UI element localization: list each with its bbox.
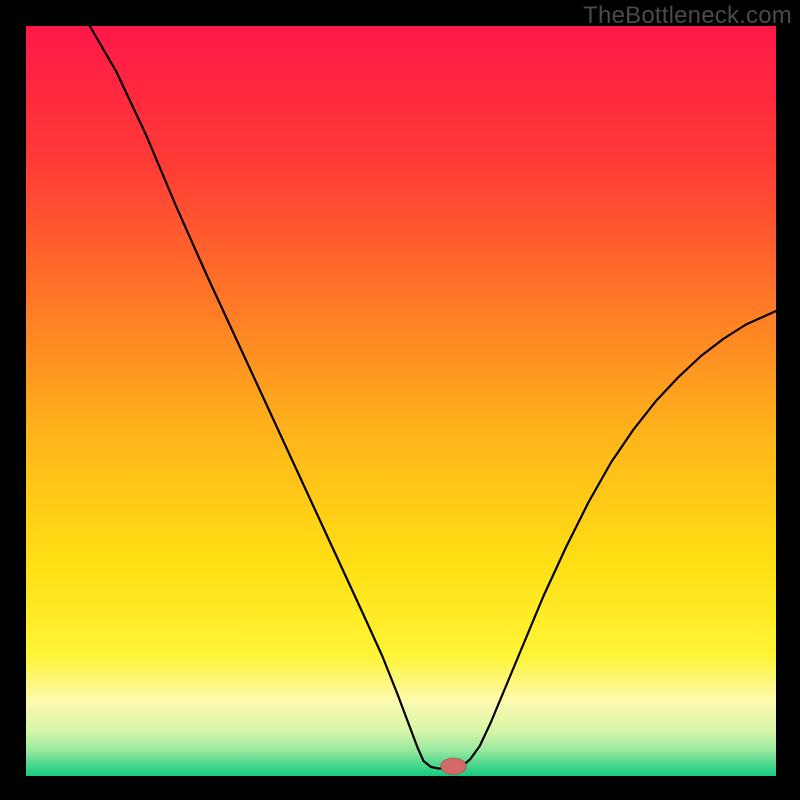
chart-background [26,26,776,776]
optimal-point-marker [441,758,467,775]
bottleneck-curve-chart [26,26,776,776]
chart-frame: TheBottleneck.com [0,0,800,800]
